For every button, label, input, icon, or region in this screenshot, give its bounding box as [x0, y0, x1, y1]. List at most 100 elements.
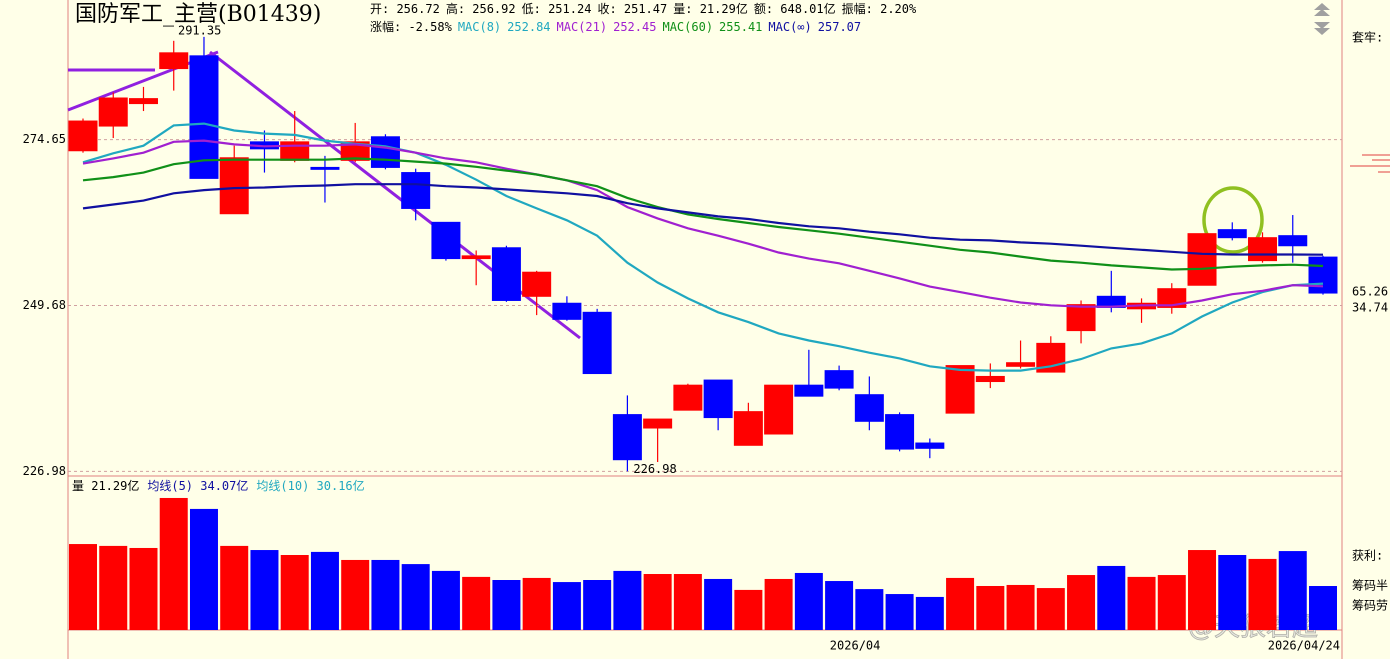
- volume-bar: [189, 508, 218, 630]
- volume-bar: [371, 559, 400, 630]
- candle-body: [98, 97, 128, 127]
- y-tick-label: 274.65: [23, 132, 66, 146]
- side-label: 筹码劳: [1352, 599, 1388, 613]
- ma-value: 255.41: [719, 20, 762, 34]
- candle-body: [1066, 304, 1096, 332]
- volume-bar: [643, 574, 672, 630]
- y-tick-label: 249.68: [23, 298, 66, 312]
- candle-body: [491, 247, 521, 301]
- candle-body: [522, 271, 552, 297]
- volume-bar: [1188, 550, 1217, 630]
- candle-body: [370, 136, 400, 168]
- volume-bar: [915, 596, 944, 630]
- y-tick-label: 226.98: [23, 464, 66, 478]
- volume-bar: [825, 581, 854, 630]
- candle-body: [885, 414, 915, 450]
- ma-name: MAC(∞): [768, 20, 811, 34]
- volume-bar: [794, 572, 823, 630]
- candle-body: [764, 384, 794, 435]
- volume-bar: [1157, 575, 1186, 630]
- candle-body: [794, 384, 824, 397]
- volume-bar: [1036, 588, 1065, 630]
- candle-body: [1248, 237, 1278, 262]
- volume-bar: [1218, 555, 1247, 630]
- candle-body: [461, 255, 491, 260]
- volume-legend: 量 21.29亿 均线(5) 34.07亿 均线(10) 30.16亿: [72, 478, 365, 493]
- candle-body: [159, 52, 189, 70]
- stat: 开: 256.72: [370, 2, 440, 16]
- candle-body: [673, 384, 703, 411]
- candle-body: [733, 411, 763, 446]
- candle-body: [431, 221, 461, 260]
- x-tick-label: 2026/04: [830, 639, 881, 653]
- ma-line: [82, 122, 1324, 372]
- candle-body: [915, 442, 945, 449]
- highlight-circle: [1202, 186, 1264, 254]
- volume-legend-item: 均线(10) 30.16亿: [256, 478, 364, 493]
- volume-bar: [250, 550, 279, 630]
- candle-body: [945, 365, 975, 414]
- candle-body: [1308, 256, 1338, 294]
- candle-body: [1217, 229, 1247, 239]
- change: 涨幅: -2.58%: [370, 19, 453, 34]
- volume-bar: [764, 578, 793, 630]
- x-tick-label: 2026/04/24: [1268, 639, 1340, 653]
- volume-bar: [552, 582, 581, 630]
- volume-bar: [310, 551, 339, 630]
- volume-bar: [673, 574, 702, 630]
- chip-marks: [1350, 154, 1390, 173]
- volume-legend-item: 均线(5) 34.07亿: [147, 478, 248, 493]
- candle-body: [340, 141, 370, 161]
- side-label: 34.74: [1352, 301, 1388, 315]
- header-stats: 开: 256.72 高: 256.92 低: 251.24 收: 251.47 量: 2…: [370, 1, 917, 16]
- candle-body: [1278, 235, 1308, 247]
- candle-body: [582, 311, 612, 375]
- volume-bar: [1006, 584, 1035, 630]
- candle-body: [1006, 362, 1036, 367]
- volume-bar: [431, 570, 460, 630]
- volume-bar: [855, 589, 884, 630]
- stat: 低: 251.24: [522, 2, 592, 16]
- side-label: 65.26: [1352, 285, 1388, 299]
- volume-bar: [885, 594, 914, 630]
- candle-body: [189, 55, 219, 179]
- candle-body: [824, 370, 854, 389]
- volume-bar: [1127, 576, 1156, 630]
- volume-bar: [734, 589, 763, 630]
- volume-bar: [99, 545, 128, 630]
- ma-legend: 涨幅: -2.58% MAC(8) 252.84 MAC(21) 252.45 MAC(6…: [370, 19, 861, 34]
- ma-name: MAC(21): [557, 20, 608, 34]
- volume-bar: [220, 545, 249, 630]
- stat: 高: 256.92: [446, 1, 516, 16]
- volume-bar: [69, 544, 97, 630]
- volume-bar: [1097, 565, 1126, 630]
- volume-legend-item: 量 21.29亿: [72, 478, 139, 493]
- ma-line: [82, 139, 1324, 308]
- volume-bar: [1278, 551, 1307, 630]
- volume-bar: [583, 580, 612, 630]
- ma-line: [82, 157, 1324, 271]
- chart-title: 国防军工_主营(B01439): [75, 2, 321, 27]
- candle-body: [643, 418, 673, 429]
- low-label: 226.98: [633, 462, 676, 476]
- candle-body: [310, 166, 340, 170]
- candle-body: [219, 157, 249, 215]
- ma-value: 252.45: [613, 20, 656, 34]
- volume-bar: [976, 585, 1005, 630]
- candle-body: [68, 120, 98, 152]
- ma-line: [82, 183, 1324, 256]
- volume-bar: [492, 580, 521, 630]
- ma-name: MAC(8): [458, 20, 501, 34]
- scroll-icons[interactable]: [1314, 3, 1330, 35]
- stat: 额: 648.01亿: [754, 1, 836, 16]
- volume-bar: [1067, 575, 1096, 630]
- candle-body: [128, 98, 158, 105]
- volume-bar: [401, 564, 430, 630]
- candle-body: [854, 394, 884, 422]
- candle-body: [703, 379, 733, 419]
- volume-bar: [280, 555, 309, 630]
- high-label: 291.35: [178, 23, 221, 37]
- side-label: 获利:: [1352, 549, 1383, 563]
